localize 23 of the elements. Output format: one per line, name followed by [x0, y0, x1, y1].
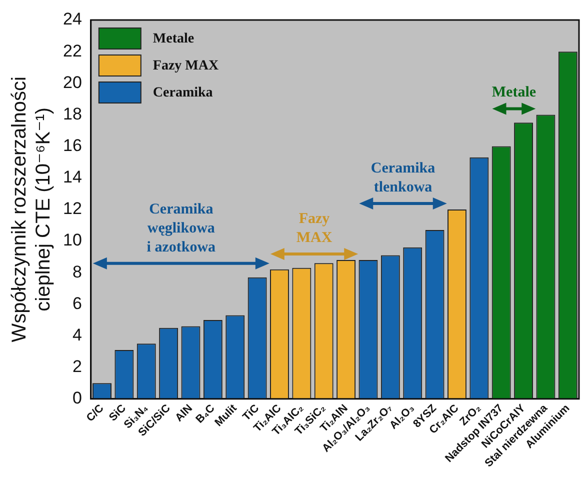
- y-tick-label: 14: [62, 168, 82, 187]
- y-tick-label: 4: [72, 325, 82, 344]
- y-tick-label: 0: [72, 388, 82, 408]
- legend-label: Metale: [152, 32, 194, 47]
- y-tick-label: 8: [72, 262, 82, 282]
- y-tick-label: 18: [62, 104, 82, 124]
- x-tick-label: C/C: [84, 402, 106, 424]
- y-tick-label: 6: [72, 294, 82, 313]
- y-tick-label: 16: [62, 136, 82, 155]
- y-tick-label: 24: [62, 10, 82, 29]
- annotation: Ceramika węglikowa i azotkowa: [146, 201, 216, 256]
- y-tick-label: 2: [72, 356, 82, 376]
- legend-label: Ceramika: [152, 86, 213, 101]
- y-tick-label: 20: [62, 72, 82, 92]
- y-tick-label: 10: [62, 230, 82, 250]
- y-tick-label: 22: [62, 41, 82, 60]
- annotation: Ceramika tlenkowa: [370, 160, 436, 196]
- legend-label: Fazy MAX: [152, 58, 219, 74]
- x-tick-label: AlN: [173, 402, 196, 424]
- annotation: Fazy MAX: [296, 210, 332, 246]
- y-tick-label: 12: [62, 199, 82, 218]
- annotation: Metale: [492, 84, 536, 101]
- y-axis-title: Współczynnik rozszerzalności cieplnej CTE (10⁻⁶K⁻¹): [8, 76, 55, 342]
